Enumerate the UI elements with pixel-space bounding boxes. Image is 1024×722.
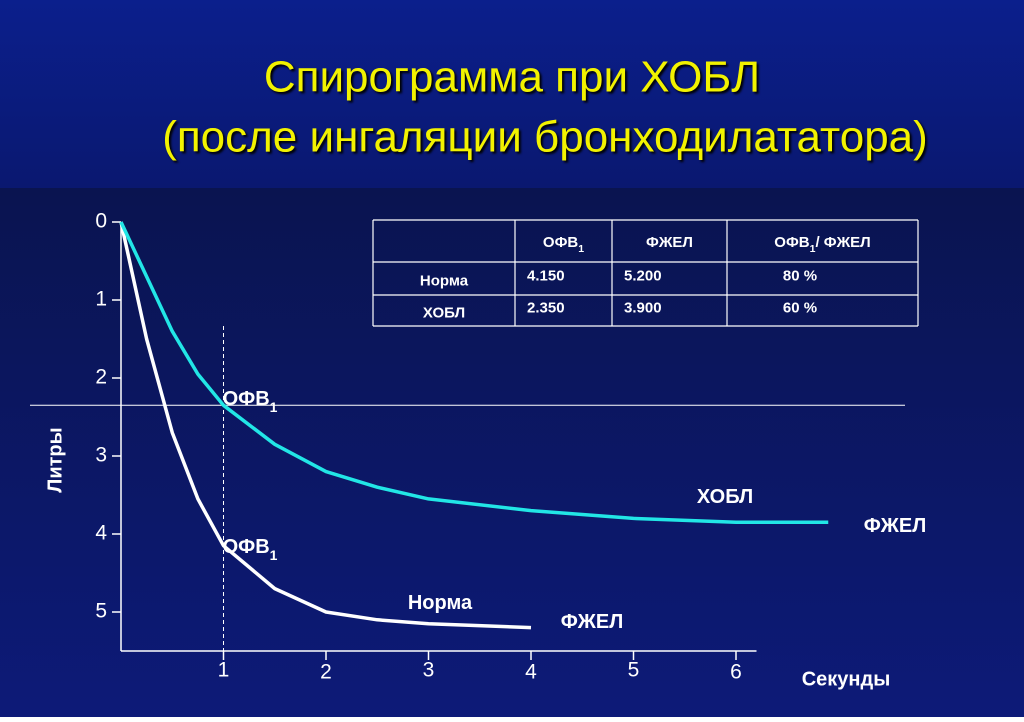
text-part: ФЖЕЛ [646,234,693,251]
series-line [119,221,532,630]
text-part: 1 [578,243,584,255]
table-cell: 60 % [783,299,817,316]
y-tick-label: 1 [95,288,107,311]
y-tick-label: 4 [95,522,107,545]
annotation: Норма [408,592,473,614]
text-part: 1 [270,399,278,415]
annotation: ХОБЛ [697,486,753,508]
text-part: ФЖЕЛ [561,611,624,633]
y-axis-label: Литры [44,427,66,492]
y-tick-label: 2 [95,366,107,389]
text-part: ОФВ [774,234,809,251]
x-tick-label: 6 [730,661,742,684]
annotation: ФЖЕЛ [864,515,927,537]
text-part: Норма [408,592,473,614]
x-tick-label: 5 [628,659,640,682]
text-part: ОФВ [543,234,578,251]
title-band [0,0,1024,188]
title: Спирограмма при ХОБЛ [264,53,760,102]
data-table [372,219,919,327]
x-tick-label: 2 [320,661,332,684]
text-part: ОФВ [223,388,270,410]
text-part: 1 [810,243,816,255]
row-label: ХОБЛ [423,304,465,321]
x-tick-label: 1 [218,659,230,682]
chart-band [0,188,1024,717]
text-part: ОФВ [223,536,270,558]
table-header: ФЖЕЛ [646,234,693,251]
table-cell: 4.150 [527,267,565,284]
table-header: ОФВ1/ ФЖЕЛ [774,234,870,255]
y-tick-label: 3 [95,444,107,467]
y-tick-label: 5 [95,600,107,623]
text-part: 1 [270,547,278,563]
table-header: ОФВ1 [543,234,584,255]
annotation: ОФВ1 [223,388,278,414]
x-tick-label: 4 [525,661,537,684]
table-cell: 2.350 [527,299,565,316]
table-cell: 80 % [783,267,817,284]
title: (после ингаляции бронходилататора) [162,113,928,162]
y-tick-label: 0 [95,210,107,233]
series-line [119,221,829,525]
table-cell: 3.900 [624,299,662,316]
text-part: ФЖЕЛ [864,515,927,537]
row-label: Норма [420,272,469,289]
annotation: ФЖЕЛ [561,611,624,633]
table-cell: 5.200 [624,267,662,284]
text-part: / ФЖЕЛ [815,234,870,251]
x-tick-label: 3 [423,659,435,682]
annotation: ОФВ1 [223,536,278,562]
text-part: ХОБЛ [697,486,753,508]
x-axis-label: Секунды [802,668,891,690]
